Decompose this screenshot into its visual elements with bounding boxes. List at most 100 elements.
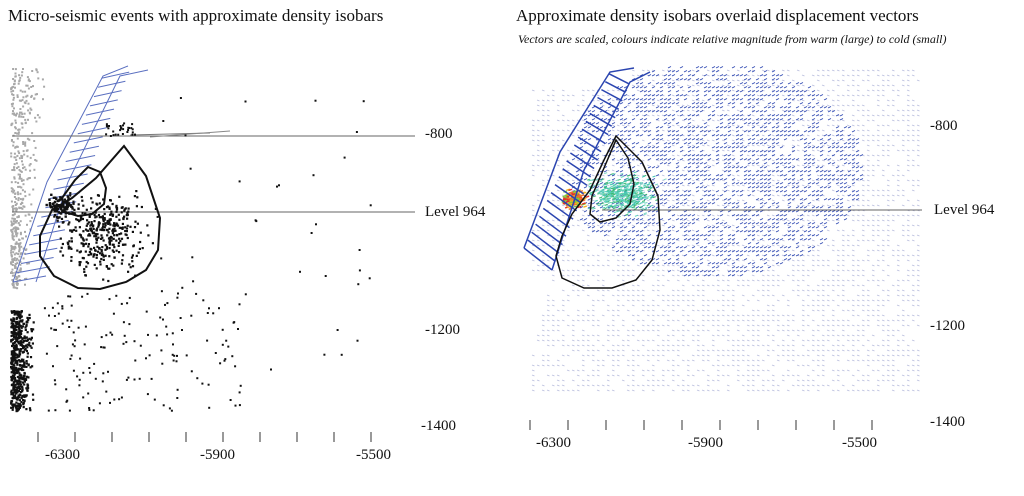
vector-blue bbox=[787, 94, 792, 97]
vector-light bbox=[851, 284, 855, 287]
vector-blue bbox=[819, 106, 824, 109]
vector-light bbox=[806, 184, 810, 187]
vector-light bbox=[606, 234, 610, 237]
grey-event bbox=[19, 89, 22, 92]
vector-light bbox=[576, 279, 580, 282]
vector-light bbox=[566, 259, 570, 262]
vector-light bbox=[711, 299, 715, 302]
vector-light bbox=[786, 259, 790, 262]
vector-light bbox=[666, 129, 670, 132]
seismic-event bbox=[160, 290, 163, 293]
seismic-event bbox=[15, 401, 18, 404]
vector-light bbox=[691, 274, 695, 277]
vector-light bbox=[746, 319, 750, 322]
vector-light bbox=[916, 234, 920, 237]
vector-light bbox=[771, 199, 775, 202]
vector-light bbox=[851, 309, 855, 312]
vector-light bbox=[771, 224, 775, 227]
vector-light bbox=[536, 364, 540, 367]
vector-light bbox=[606, 184, 610, 187]
grey-event bbox=[14, 245, 17, 248]
grey-event bbox=[18, 115, 21, 118]
vector-blue bbox=[747, 70, 752, 73]
vector-light bbox=[876, 189, 880, 192]
vector-light bbox=[866, 184, 870, 187]
vector-light bbox=[876, 164, 880, 167]
vector-light bbox=[621, 254, 625, 257]
seismic-event bbox=[17, 367, 20, 370]
vector-blue bbox=[651, 74, 656, 77]
vector-light bbox=[686, 294, 690, 297]
vector-light bbox=[621, 274, 625, 277]
vector-light bbox=[881, 74, 885, 77]
vector-blue bbox=[727, 90, 732, 93]
vector-light bbox=[636, 314, 640, 317]
vector-light bbox=[551, 199, 555, 202]
vector-light bbox=[696, 309, 700, 312]
vector-blue bbox=[775, 78, 780, 81]
vector-light bbox=[746, 214, 750, 217]
seismic-event bbox=[82, 204, 85, 207]
vector-light bbox=[586, 264, 590, 267]
seismic-event bbox=[16, 325, 19, 328]
seismic-event bbox=[14, 396, 17, 399]
vector-light bbox=[546, 99, 550, 102]
vector-blue bbox=[747, 78, 752, 81]
vector-light bbox=[866, 164, 870, 167]
vector-light bbox=[651, 264, 655, 267]
vector-light bbox=[646, 224, 650, 227]
vector-light bbox=[806, 244, 810, 247]
seismic-event bbox=[132, 244, 135, 247]
vector-light bbox=[826, 329, 830, 332]
seismic-event bbox=[72, 228, 75, 232]
vector-light bbox=[741, 199, 745, 202]
vector-blue bbox=[715, 66, 720, 69]
vector-light bbox=[626, 309, 630, 312]
vector-light bbox=[876, 369, 880, 372]
vector-light bbox=[666, 184, 670, 187]
vector-blue bbox=[743, 82, 748, 85]
seismic-event bbox=[108, 267, 111, 270]
vector-light bbox=[796, 244, 800, 247]
seismic-event bbox=[54, 205, 57, 208]
vector-light bbox=[721, 279, 725, 282]
vector-light bbox=[661, 374, 665, 377]
vector-light bbox=[746, 314, 750, 317]
vector-light bbox=[831, 164, 835, 167]
grey-event bbox=[19, 231, 22, 234]
seismic-event bbox=[115, 239, 118, 242]
vector-light bbox=[911, 204, 915, 207]
vector-light bbox=[846, 349, 850, 352]
vector-light bbox=[536, 129, 540, 132]
vector-light bbox=[866, 254, 870, 257]
vector-light bbox=[676, 139, 680, 142]
vector-light bbox=[646, 314, 650, 317]
grey-event bbox=[12, 251, 15, 254]
vector-light bbox=[791, 339, 795, 342]
vector-light bbox=[806, 314, 810, 317]
vector-light bbox=[626, 364, 630, 367]
vector-light bbox=[851, 259, 855, 262]
vector-light bbox=[716, 79, 720, 82]
right-panel: Approximate density isobars overlaid dis… bbox=[512, 0, 1024, 496]
vector-light bbox=[721, 204, 725, 207]
seismic-event bbox=[113, 227, 116, 230]
seismic-event bbox=[100, 253, 103, 257]
seismic-event bbox=[17, 369, 20, 372]
seismic-event bbox=[105, 390, 108, 393]
vector-light bbox=[546, 94, 550, 97]
seismic-event bbox=[14, 360, 17, 363]
vector-light bbox=[801, 224, 805, 227]
vector-light bbox=[621, 249, 625, 252]
grey-event bbox=[10, 200, 13, 203]
vector-light bbox=[916, 204, 920, 207]
vector-light bbox=[641, 249, 645, 252]
vector-light bbox=[576, 259, 580, 262]
vector-blue bbox=[771, 94, 776, 97]
vector-light bbox=[726, 109, 730, 112]
vector-light bbox=[916, 304, 920, 307]
vector-light bbox=[906, 354, 910, 357]
grey-event bbox=[22, 96, 25, 99]
vector-light bbox=[891, 389, 895, 392]
vector-light bbox=[626, 144, 630, 147]
